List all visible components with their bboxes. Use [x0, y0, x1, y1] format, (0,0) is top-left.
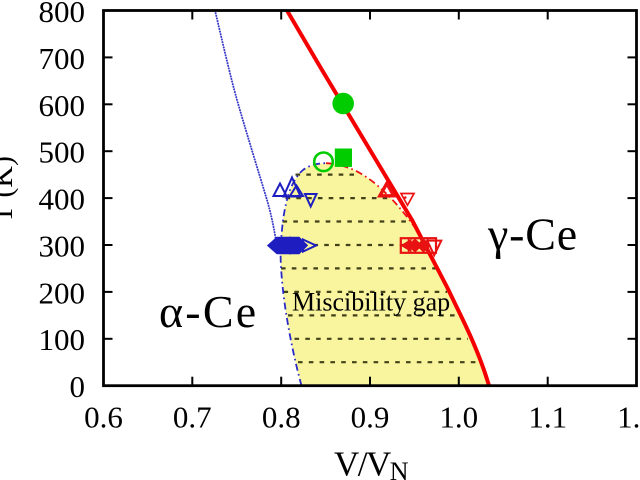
svg-text:T (K): T (K) [0, 156, 19, 223]
svg-text:γ-Ce: γ-Ce [487, 209, 578, 260]
svg-text:1.2: 1.2 [617, 400, 640, 435]
svg-text:800: 800 [39, 0, 86, 29]
svg-text:0.6: 0.6 [84, 400, 123, 435]
svg-text:0.9: 0.9 [351, 400, 390, 435]
svg-text:0.8: 0.8 [262, 400, 301, 435]
svg-text:1.0: 1.0 [439, 400, 478, 435]
svg-text:200: 200 [39, 275, 86, 310]
svg-text:V/VN: V/VN [334, 445, 409, 480]
svg-text:Miscibility gap: Miscibility gap [292, 288, 450, 317]
svg-text:0: 0 [70, 369, 86, 404]
svg-text:700: 700 [39, 41, 86, 76]
svg-text:500: 500 [39, 135, 86, 170]
svg-text:1.1: 1.1 [528, 400, 567, 435]
svg-text:400: 400 [39, 182, 86, 217]
svg-text:300: 300 [39, 229, 86, 264]
svg-text:α-Ce: α-Ce [159, 286, 258, 337]
svg-text:600: 600 [39, 88, 86, 123]
svg-text:100: 100 [39, 322, 86, 357]
svg-text:0.7: 0.7 [173, 400, 212, 435]
